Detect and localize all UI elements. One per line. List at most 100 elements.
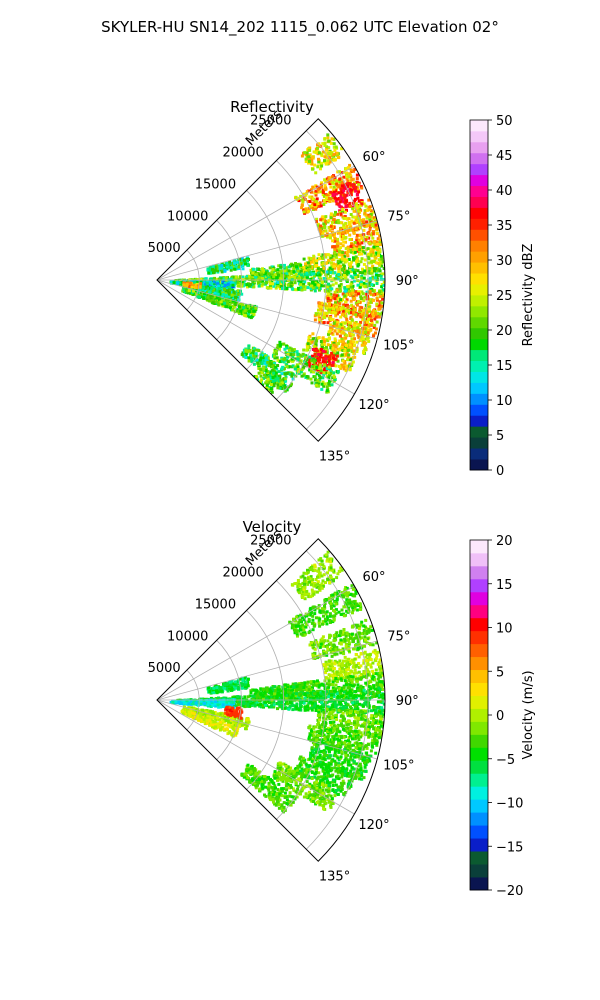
echo-gate-1 xyxy=(320,607,324,611)
echo-gate-18 xyxy=(202,292,206,295)
echo-gate-8 xyxy=(347,321,351,325)
echo-gate-8 xyxy=(322,311,326,315)
echo-gate-1 xyxy=(336,170,340,174)
echo-gate-12 xyxy=(276,358,280,362)
echo-gate-20 xyxy=(282,267,286,271)
echo-gate-1 xyxy=(325,610,329,614)
echo-gate-1 xyxy=(302,196,306,200)
echo-gate-0 xyxy=(302,579,306,583)
echo-gate-10 xyxy=(318,350,322,354)
echo-gate-20 xyxy=(282,269,286,273)
echo-gate-1 xyxy=(340,608,344,612)
echo-gate-12 xyxy=(285,365,289,369)
echo-gate-10 xyxy=(329,346,333,350)
echo-gate-9 xyxy=(348,331,351,335)
echo-gate-10 xyxy=(343,361,347,365)
echo-gate-13 xyxy=(256,361,260,365)
echo-gate-1 xyxy=(325,615,329,619)
echo-gate-10 xyxy=(347,364,351,368)
echo-gate-14 xyxy=(280,381,284,385)
echo-gate-1 xyxy=(310,190,313,194)
colorbar-swatch xyxy=(470,229,488,241)
echo-gate-3 xyxy=(344,216,348,220)
echo-gate-8 xyxy=(341,305,345,309)
echo-gate-3 xyxy=(374,218,377,222)
echo-gate-3 xyxy=(349,213,353,216)
echo-gate-1 xyxy=(298,627,302,631)
echo-gate-6 xyxy=(349,285,353,289)
echo-gate-12 xyxy=(317,373,321,377)
echo-gate-13 xyxy=(277,370,281,374)
echo-gate-20 xyxy=(295,265,298,269)
echo-gate-19 xyxy=(192,284,196,287)
echo-gate-9 xyxy=(337,329,341,333)
echo-gate-12 xyxy=(292,351,296,355)
echo-gate-0 xyxy=(319,162,323,166)
echo-gate-10 xyxy=(338,365,342,368)
echo-gate-6 xyxy=(327,289,331,293)
echo-gate-5 xyxy=(363,258,367,262)
echo-gate-7 xyxy=(375,304,379,308)
echo-gate-9 xyxy=(333,329,337,333)
echo-gate-12 xyxy=(310,359,314,363)
echo-gate-13 xyxy=(267,364,271,368)
echo-gate-15 xyxy=(225,261,229,265)
echo-gate-10 xyxy=(341,359,345,363)
echo-gate-8 xyxy=(318,302,322,305)
echo-gate-20 xyxy=(285,266,288,270)
echo-gate-12 xyxy=(327,382,331,386)
echo-gate-15 xyxy=(212,271,216,275)
echo-gate-2 xyxy=(348,201,352,205)
echo-gate-0 xyxy=(315,585,319,589)
echo-gate-17 xyxy=(217,287,221,291)
echo-gate-19 xyxy=(185,282,189,286)
echo-gate-16 xyxy=(205,281,209,285)
echo-gate-6 xyxy=(224,276,228,280)
echo-gate-8 xyxy=(365,323,369,327)
echo-gate-13 xyxy=(263,361,267,365)
echo-gate-4 xyxy=(358,244,362,248)
echo-gate-4 xyxy=(342,240,346,244)
echo-gate-6 xyxy=(368,276,372,280)
echo-gate-20 xyxy=(276,271,280,275)
echo-gate-12 xyxy=(278,340,282,344)
echo-gate-14 xyxy=(269,378,273,382)
echo-gate-11 xyxy=(327,359,331,362)
echo-gate-14 xyxy=(262,376,266,380)
echo-gate-18 xyxy=(205,297,209,301)
echo-gate-8 xyxy=(337,310,341,314)
echo-gate-0 xyxy=(336,572,340,576)
echo-gate-0 xyxy=(302,587,306,591)
echo-gate-2 xyxy=(328,636,331,640)
echo-gate-4 xyxy=(370,222,374,226)
echo-gate-1 xyxy=(320,181,324,185)
echo-gate-8 xyxy=(364,320,368,324)
echo-gate-12 xyxy=(319,369,323,373)
echo-gate-11 xyxy=(322,357,326,361)
echo-gate-15 xyxy=(241,267,245,271)
echo-gate-1 xyxy=(323,184,327,188)
echo-gate-12 xyxy=(324,371,328,375)
echo-gate-17 xyxy=(236,293,240,296)
echo-gate-5 xyxy=(375,269,379,273)
echo-gate-10 xyxy=(331,352,335,356)
echo-gate-11 xyxy=(310,354,314,358)
echo-gate-1 xyxy=(316,190,320,194)
echo-gate-18 xyxy=(212,294,216,298)
echo-gate-6 xyxy=(283,286,287,290)
echo-gate-6 xyxy=(238,281,242,285)
echo-gate-3 xyxy=(358,204,362,207)
echo-gate-8 xyxy=(372,314,375,318)
echo-gate-1 xyxy=(310,621,314,625)
echo-gate-7 xyxy=(339,298,343,302)
echo-gate-1 xyxy=(313,608,317,612)
echo-gate-5 xyxy=(319,268,323,271)
echo-gate-7 xyxy=(381,297,385,301)
echo-gate-6 xyxy=(299,280,303,284)
echo-gate-5 xyxy=(356,264,360,268)
echo-gate-9 xyxy=(358,338,362,342)
echo-gate-1 xyxy=(304,193,308,197)
echo-gate-2 xyxy=(339,650,343,654)
echo-gate-9 xyxy=(356,326,360,330)
echo-gate-7 xyxy=(377,315,381,319)
